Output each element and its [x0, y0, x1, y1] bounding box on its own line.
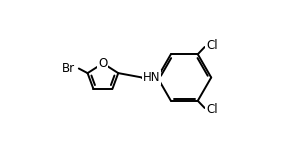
Text: O: O	[98, 57, 108, 70]
Text: Cl: Cl	[206, 39, 218, 52]
Text: Br: Br	[61, 62, 74, 75]
Text: HN: HN	[142, 71, 160, 84]
Text: Cl: Cl	[206, 103, 218, 116]
